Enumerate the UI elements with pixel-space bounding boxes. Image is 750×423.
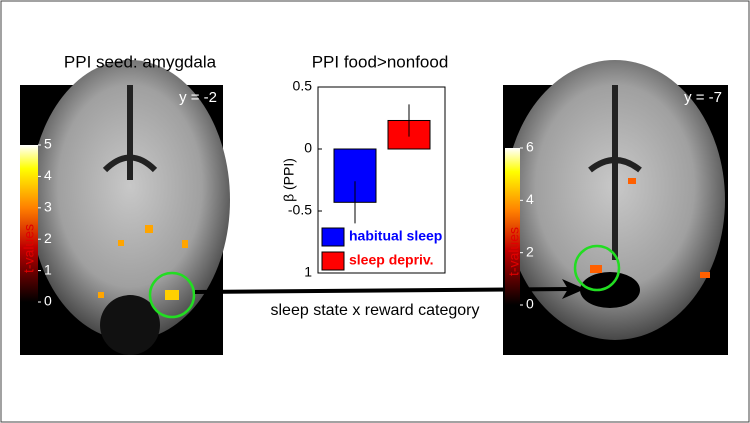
y-tick-label: -0.5 (288, 202, 312, 218)
colorbar-tick-label: 0 (526, 296, 534, 312)
colorbar-tick-label: 0 (44, 293, 52, 309)
activation-blobs (98, 225, 188, 300)
activation-blobs (590, 178, 710, 278)
brain-ventricle (588, 85, 642, 260)
colorbar-tick-label: 6 (526, 139, 534, 155)
panel-title: PPI seed: amygdala (64, 52, 217, 71)
chart-title: PPI food>nonfood (312, 52, 449, 71)
colorbar-label: t-values (21, 224, 37, 273)
arrow-head (562, 279, 585, 299)
colorbar-tick-label: 1 (44, 261, 52, 277)
colorbar (20, 145, 38, 302)
slice-coordinate: y = -2 (179, 89, 217, 106)
y-tick-label: 1 (304, 264, 312, 280)
legend-swatch (321, 227, 345, 247)
legend-label: habitual sleep (349, 228, 442, 244)
colorbar (505, 148, 520, 305)
roi-circle (573, 244, 621, 292)
y-tick-label: 0.5 (293, 78, 313, 94)
brain-tissue (30, 60, 230, 340)
colorbar-tick-label: 5 (44, 136, 52, 152)
colorbar-tick-label: 2 (44, 230, 52, 246)
brain-stem (580, 272, 640, 308)
colorbar-tick-label: 4 (526, 191, 534, 207)
brain-ventricle (102, 85, 158, 180)
colorbar-tick-label: 2 (526, 243, 534, 259)
legend-label: sleep depriv. (349, 252, 434, 268)
legend-swatch (321, 251, 345, 271)
colorbar-tick-label: 3 (44, 199, 52, 215)
roi-circle (148, 271, 196, 319)
slice-coordinate: y = -7 (684, 89, 722, 106)
colorbar-tick-label: 4 (44, 167, 52, 183)
arrow-label: sleep state x reward category (271, 302, 480, 319)
colorbar-label: t-values (506, 227, 522, 276)
y-tick-label: 0 (304, 140, 312, 156)
brain-stem (100, 295, 160, 355)
y-axis-label: β (PPI) (281, 158, 297, 202)
